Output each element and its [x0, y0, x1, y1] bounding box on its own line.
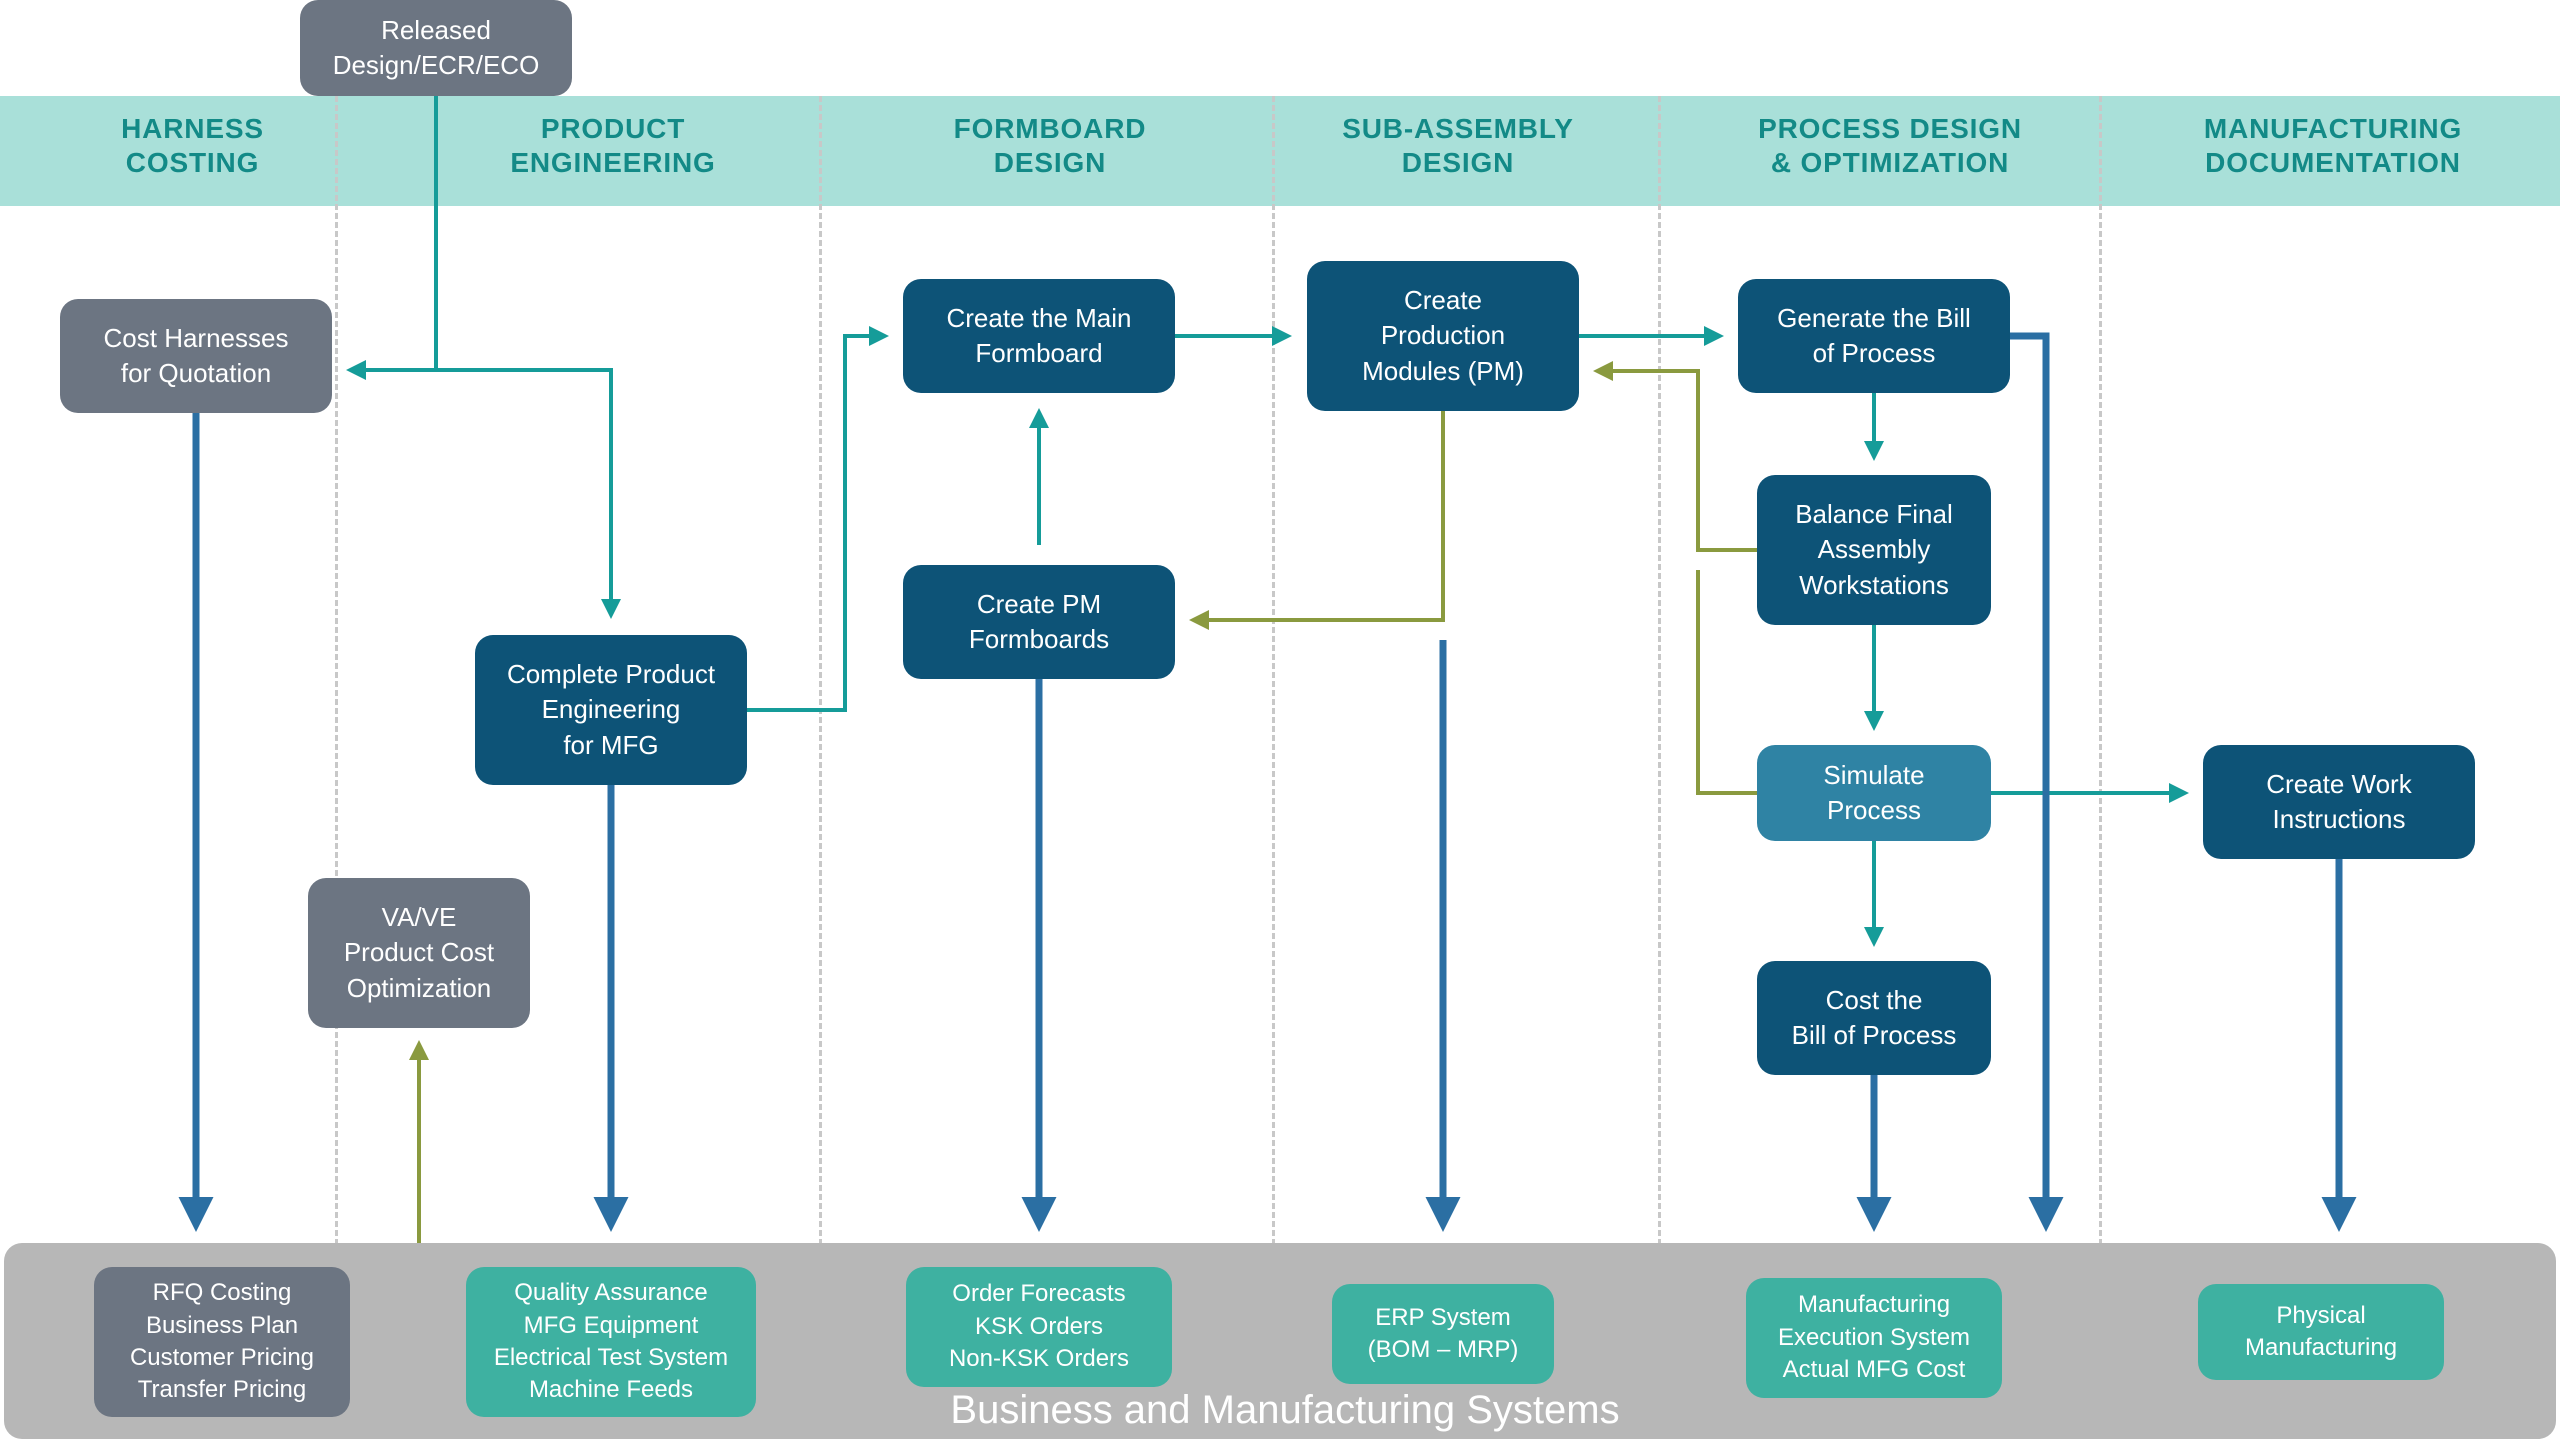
- node-label: Create Work Instructions: [2266, 767, 2411, 837]
- edge: [436, 370, 611, 615]
- edge: [1193, 411, 1443, 620]
- node-main-formboard: Create the Main Formboard: [903, 279, 1175, 393]
- node-work-instr: Create Work Instructions: [2203, 745, 2475, 859]
- arrows-layer: [0, 0, 2560, 1439]
- column-divider: [1658, 96, 1661, 1245]
- node-balance: Balance Final Assembly Workstations: [1757, 475, 1991, 625]
- node-label: ERP System (BOM – MRP): [1368, 1302, 1519, 1367]
- node-f-orders: Order Forecasts KSK Orders Non-KSK Order…: [906, 1267, 1172, 1387]
- node-label: Cost the Bill of Process: [1792, 983, 1957, 1053]
- node-f-rfq: RFQ Costing Business Plan Customer Prici…: [94, 1267, 350, 1417]
- node-label: VA/VE Product Cost Optimization: [344, 900, 494, 1005]
- column-title-formboard: FORMBOARDDESIGN: [910, 112, 1190, 179]
- node-simulate: Simulate Process: [1757, 745, 1991, 841]
- flowchart-canvas: HARNESSCOSTING PRODUCTENGINEERING FORMBOAR…: [0, 0, 2560, 1439]
- node-label: RFQ Costing Business Plan Customer Prici…: [130, 1277, 314, 1407]
- node-label: Generate the Bill of Process: [1777, 301, 1971, 371]
- node-f-phys: Physical Manufacturing: [2198, 1284, 2444, 1380]
- node-label: Quality Assurance MFG Equipment Electric…: [494, 1277, 728, 1407]
- node-label: Create the Main Formboard: [947, 301, 1132, 371]
- node-cost-harness: Cost Harnesses for Quotation: [60, 299, 332, 413]
- node-pm-formboards: Create PM Formboards: [903, 565, 1175, 679]
- node-label: Complete Product Engineering for MFG: [507, 657, 715, 762]
- column-divider: [335, 96, 338, 1245]
- node-create-pm: Create Production Modules (PM): [1307, 261, 1579, 411]
- edge: [747, 336, 885, 710]
- node-vave: VA/VE Product Cost Optimization: [308, 878, 530, 1028]
- column-title-process-design: PROCESS DESIGN& OPTIMIZATION: [1720, 112, 2060, 179]
- edge: [1698, 570, 1757, 793]
- edge: [1597, 371, 1757, 550]
- node-label: Create PM Formboards: [969, 587, 1109, 657]
- node-label: Manufacturing Execution System Actual MF…: [1778, 1289, 1970, 1386]
- node-released: Released Design/ECR/ECO: [300, 0, 572, 96]
- column-divider: [1272, 96, 1275, 1245]
- node-label: Cost Harnesses for Quotation: [104, 321, 289, 391]
- node-label: Released Design/ECR/ECO: [333, 13, 540, 83]
- node-f-qa: Quality Assurance MFG Equipment Electric…: [466, 1267, 756, 1417]
- node-cost-bop: Cost the Bill of Process: [1757, 961, 1991, 1075]
- column-title-harness-costing: HARNESSCOSTING: [65, 112, 320, 179]
- footer-title: Business and Manufacturing Systems: [795, 1388, 1775, 1433]
- column-title-sub-assembly: SUB-ASSEMBLYDESIGN: [1308, 112, 1608, 179]
- column-divider: [819, 96, 822, 1245]
- column-divider: [2099, 96, 2102, 1245]
- edge: [2010, 336, 2046, 1225]
- node-label: Order Forecasts KSK Orders Non-KSK Order…: [949, 1278, 1129, 1375]
- node-f-erp: ERP System (BOM – MRP): [1332, 1284, 1554, 1384]
- node-f-mes: Manufacturing Execution System Actual MF…: [1746, 1278, 2002, 1398]
- column-title-product-eng: PRODUCTENGINEERING: [468, 112, 758, 179]
- node-label: Physical Manufacturing: [2245, 1300, 2397, 1365]
- column-title-mfg-doc: MANUFACTURINGDOCUMENTATION: [2148, 112, 2518, 179]
- node-complete-pe: Complete Product Engineering for MFG: [475, 635, 747, 785]
- node-label: Simulate Process: [1775, 758, 1973, 828]
- node-label: Balance Final Assembly Workstations: [1795, 497, 1953, 602]
- node-gen-bop: Generate the Bill of Process: [1738, 279, 2010, 393]
- node-label: Create Production Modules (PM): [1362, 283, 1524, 388]
